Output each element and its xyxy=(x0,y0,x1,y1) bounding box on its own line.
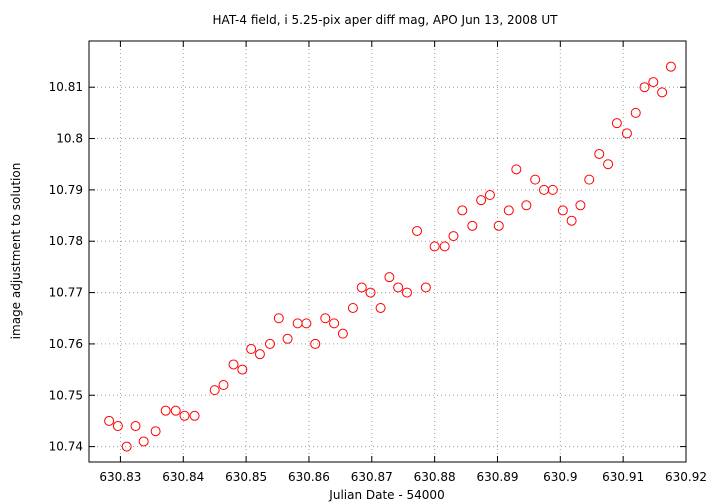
data-point xyxy=(150,426,161,437)
x-tick-label: 630.86 xyxy=(288,470,330,484)
data-point xyxy=(566,215,577,226)
data-point xyxy=(356,282,367,293)
data-point xyxy=(365,287,376,298)
data-point xyxy=(584,174,595,185)
y-tick-label: 10.8 xyxy=(56,132,83,146)
data-point xyxy=(420,282,431,293)
data-point xyxy=(594,148,605,159)
y-tick-label: 10.79 xyxy=(49,183,83,197)
data-point xyxy=(630,107,641,118)
data-point xyxy=(104,415,115,426)
data-point xyxy=(246,344,257,355)
data-point xyxy=(329,318,340,329)
data-point xyxy=(575,200,586,211)
x-tick-label: 630.87 xyxy=(351,470,393,484)
data-point xyxy=(112,421,123,432)
y-tick-label: 10.78 xyxy=(49,234,83,248)
y-axis-label: image adjustment to solution xyxy=(9,163,23,340)
data-point xyxy=(393,282,404,293)
data-point xyxy=(209,385,220,396)
data-point xyxy=(264,338,275,349)
x-tick-label: 630.84 xyxy=(162,470,204,484)
data-point xyxy=(503,205,514,216)
data-point xyxy=(493,220,504,231)
y-tick-labels: 10.74 10.75 10.76 10.77 10.78 10.79 10.8 10.81 xyxy=(49,80,83,453)
data-point xyxy=(639,82,650,93)
y-tick-label: 10.74 xyxy=(49,440,83,454)
data-point xyxy=(347,302,358,313)
data-point xyxy=(121,441,132,452)
data-point xyxy=(138,436,149,447)
data-point xyxy=(429,241,440,252)
data-point xyxy=(657,87,668,98)
data-points xyxy=(104,61,676,452)
x-tick-label: 630.83 xyxy=(99,470,141,484)
data-point xyxy=(130,421,141,432)
data-point xyxy=(292,318,303,329)
data-point xyxy=(301,318,312,329)
data-point xyxy=(228,359,239,370)
y-tick-label: 10.77 xyxy=(49,286,83,300)
data-point xyxy=(621,128,632,139)
data-point xyxy=(320,313,331,324)
data-point xyxy=(310,338,321,349)
data-point xyxy=(511,164,522,175)
data-point xyxy=(557,205,568,216)
data-point xyxy=(467,220,478,231)
data-point xyxy=(282,333,293,344)
data-point xyxy=(457,205,468,216)
x-tick-label: 630.92 xyxy=(665,470,707,484)
data-point xyxy=(170,405,181,416)
y-tick-label: 10.81 xyxy=(49,80,83,94)
data-point xyxy=(273,313,284,324)
x-tick-label: 630.9 xyxy=(543,470,577,484)
data-point xyxy=(179,410,190,421)
x-tick-label: 630.89 xyxy=(476,470,518,484)
data-point xyxy=(648,77,659,88)
data-point xyxy=(337,328,348,339)
data-point xyxy=(189,410,200,421)
x-tick-label: 630.85 xyxy=(225,470,267,484)
data-point xyxy=(160,405,171,416)
axis-ticks xyxy=(89,41,687,462)
data-point xyxy=(665,61,676,72)
data-point xyxy=(538,184,549,195)
data-point xyxy=(476,195,487,206)
data-point xyxy=(237,364,248,375)
data-point xyxy=(603,159,614,170)
plot-frame xyxy=(88,40,687,463)
data-point xyxy=(547,184,558,195)
chart-title: HAT-4 field, i 5.25-pix aper diff mag, A… xyxy=(213,13,559,27)
data-point xyxy=(484,190,495,201)
x-tick-label: 630.91 xyxy=(602,470,644,484)
x-axis-label: Julian Date - 54000 xyxy=(328,488,444,502)
x-tick-label: 630.88 xyxy=(414,470,456,484)
data-point xyxy=(521,200,532,211)
data-point xyxy=(254,349,265,360)
data-point xyxy=(218,379,229,390)
data-point xyxy=(530,174,541,185)
data-point xyxy=(448,231,459,242)
data-point xyxy=(384,272,395,283)
data-point xyxy=(611,118,622,129)
data-point xyxy=(375,302,386,313)
y-tick-label: 10.76 xyxy=(49,337,83,351)
data-point xyxy=(439,241,450,252)
data-point xyxy=(401,287,412,298)
grid-lines xyxy=(89,41,686,462)
y-tick-label: 10.75 xyxy=(49,388,83,402)
data-point xyxy=(412,225,423,236)
x-tick-labels: 630.83 630.84 630.85 630.86 630.87 630.88 630.… xyxy=(99,470,707,484)
